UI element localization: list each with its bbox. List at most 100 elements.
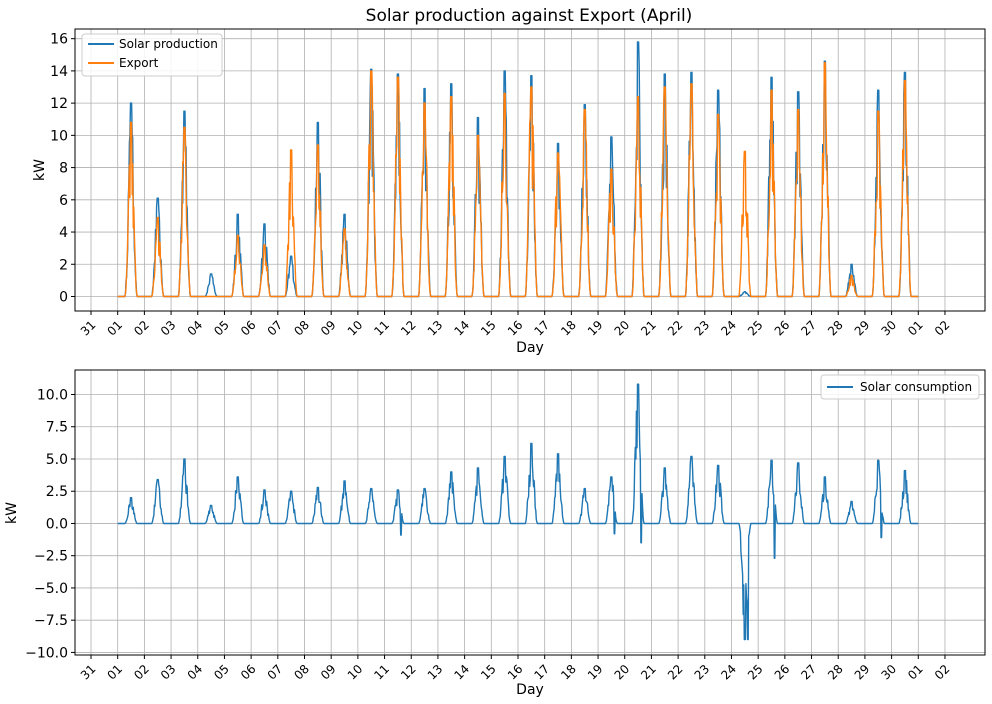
y-tick-label: 10 xyxy=(50,128,68,144)
x-tick-label: 08 xyxy=(291,662,312,683)
x-tick-label: 02 xyxy=(932,662,953,683)
x-tick-label: 17 xyxy=(531,318,552,339)
x-tick-label: 02 xyxy=(932,318,953,339)
x-tick-label: 18 xyxy=(558,662,579,683)
x-tick-label: 07 xyxy=(265,662,286,683)
chart-title: Solar production against Export (April) xyxy=(366,6,693,26)
y-tick-label: 7.5 xyxy=(46,420,68,436)
y-tick-label: −2.5 xyxy=(34,549,68,565)
x-tick-label: 03 xyxy=(158,318,179,339)
y-tick-label: −5.0 xyxy=(34,581,68,597)
y-tick-label: 4 xyxy=(59,225,68,241)
legend-label-export: Export xyxy=(119,56,159,70)
x-tick-label: 21 xyxy=(638,318,659,339)
y-tick-label: 14 xyxy=(50,64,68,80)
x-tick-label: 20 xyxy=(612,662,633,683)
x-tick-label: 10 xyxy=(345,318,366,339)
x-tick-label: 22 xyxy=(665,318,686,339)
x-tick-label: 29 xyxy=(852,318,873,339)
x-tick-label: 04 xyxy=(185,318,206,339)
x-tick-label: 07 xyxy=(265,318,286,339)
x-tick-label: 19 xyxy=(585,318,606,339)
x-tick-label: 17 xyxy=(531,662,552,683)
x-tick-label: 13 xyxy=(425,318,446,339)
x-tick-label: 15 xyxy=(478,318,499,339)
x-tick-label: 22 xyxy=(665,662,686,683)
x-tick-label: 19 xyxy=(585,662,606,683)
x-tick-label: 28 xyxy=(825,662,846,683)
x-tick-label: 14 xyxy=(451,662,472,683)
x-tick-label: 31 xyxy=(78,318,99,339)
top-chart: Solar production against Export (April) … xyxy=(32,6,986,356)
x-tick-label: 03 xyxy=(158,662,179,683)
top-legend-box xyxy=(81,33,223,77)
x-tick-label: 09 xyxy=(318,318,339,339)
series-line-solar-consumption xyxy=(117,383,919,641)
x-tick-label: 28 xyxy=(825,318,846,339)
x-tick-label: 14 xyxy=(451,318,472,339)
x-tick-label: 16 xyxy=(505,318,526,339)
y-tick-label: 5.0 xyxy=(46,452,68,468)
x-tick-label: 02 xyxy=(131,318,152,339)
x-tick-label: 29 xyxy=(852,662,873,683)
x-tick-label: 16 xyxy=(505,662,526,683)
x-tick-label: 23 xyxy=(692,318,713,339)
bottom-plot-frame xyxy=(74,369,986,656)
x-tick-label: 05 xyxy=(211,662,232,683)
x-tick-label: 06 xyxy=(238,318,259,339)
x-tick-label: 10 xyxy=(345,662,366,683)
top-y-axis-label: kW xyxy=(32,159,48,181)
y-tick-label: 16 xyxy=(50,32,68,48)
bottom-y-ticks: −10.0 −7.5 −5.0 −2.5 0.0 2.5 5.0 7.5 10.0 xyxy=(25,388,75,661)
y-tick-label: −10.0 xyxy=(25,645,68,661)
x-tick-label: 26 xyxy=(772,318,793,339)
y-tick-label: 12 xyxy=(50,96,68,112)
y-tick-label: 6 xyxy=(59,193,68,209)
x-tick-label: 30 xyxy=(878,662,899,683)
legend-label-solar-production: Solar production xyxy=(119,37,218,51)
x-tick-label: 11 xyxy=(371,662,392,683)
x-tick-label: 02 xyxy=(131,662,152,683)
top-x-ticks: 31 01 02 03 04 05 06 07 08 09 10 11 12 13 14 15 16 17 18 19… xyxy=(78,311,953,339)
y-tick-label: 2 xyxy=(59,257,68,273)
bottom-series-lines xyxy=(117,383,919,641)
x-tick-label: 06 xyxy=(238,662,259,683)
x-tick-label: 23 xyxy=(692,662,713,683)
bottom-gridlines xyxy=(75,370,985,655)
x-tick-label: 20 xyxy=(612,318,633,339)
y-tick-label: 0.0 xyxy=(46,516,68,532)
x-tick-label: 26 xyxy=(772,662,793,683)
x-tick-label: 09 xyxy=(318,662,339,683)
legend-label-solar-consumption: Solar consumption xyxy=(860,380,972,394)
x-tick-label: 08 xyxy=(291,318,312,339)
top-gridlines xyxy=(75,29,985,311)
x-tick-label: 27 xyxy=(798,318,819,339)
x-tick-label: 27 xyxy=(798,662,819,683)
x-tick-label: 04 xyxy=(185,662,206,683)
y-tick-label: −7.5 xyxy=(34,613,68,629)
x-tick-label: 15 xyxy=(478,662,499,683)
bottom-legend-box xyxy=(820,374,980,400)
top-plot-frame xyxy=(74,28,986,312)
bottom-legend: Solar consumption xyxy=(820,374,980,400)
x-tick-label: 30 xyxy=(878,318,899,339)
bottom-x-ticks: 31 01 02 03 04 05 06 07 08 09 10 11 12 13 14 15 16 17 18 19… xyxy=(78,655,953,683)
x-tick-label: 11 xyxy=(371,318,392,339)
x-tick-label: 24 xyxy=(718,662,739,683)
top-y-ticks: 0 2 4 6 8 10 12 14 16 xyxy=(50,32,75,305)
y-tick-label: 0 xyxy=(59,289,68,305)
bottom-chart: 31 01 02 03 04 05 06 07 08 09 10 11 12 13 14 15 16 17 18 19… xyxy=(4,369,986,698)
x-tick-label: 21 xyxy=(638,662,659,683)
x-tick-label: 25 xyxy=(745,318,766,339)
x-tick-label: 05 xyxy=(211,318,232,339)
y-tick-label: 10.0 xyxy=(37,388,68,404)
x-tick-label: 12 xyxy=(398,318,419,339)
x-tick-label: 01 xyxy=(105,318,126,339)
bottom-x-axis-label: Day xyxy=(516,682,544,698)
x-tick-label: 01 xyxy=(905,662,926,683)
y-tick-label: 8 xyxy=(59,161,68,177)
x-tick-label: 25 xyxy=(745,662,766,683)
bottom-y-axis-label: kW xyxy=(4,502,20,524)
series-line-export xyxy=(117,62,919,298)
